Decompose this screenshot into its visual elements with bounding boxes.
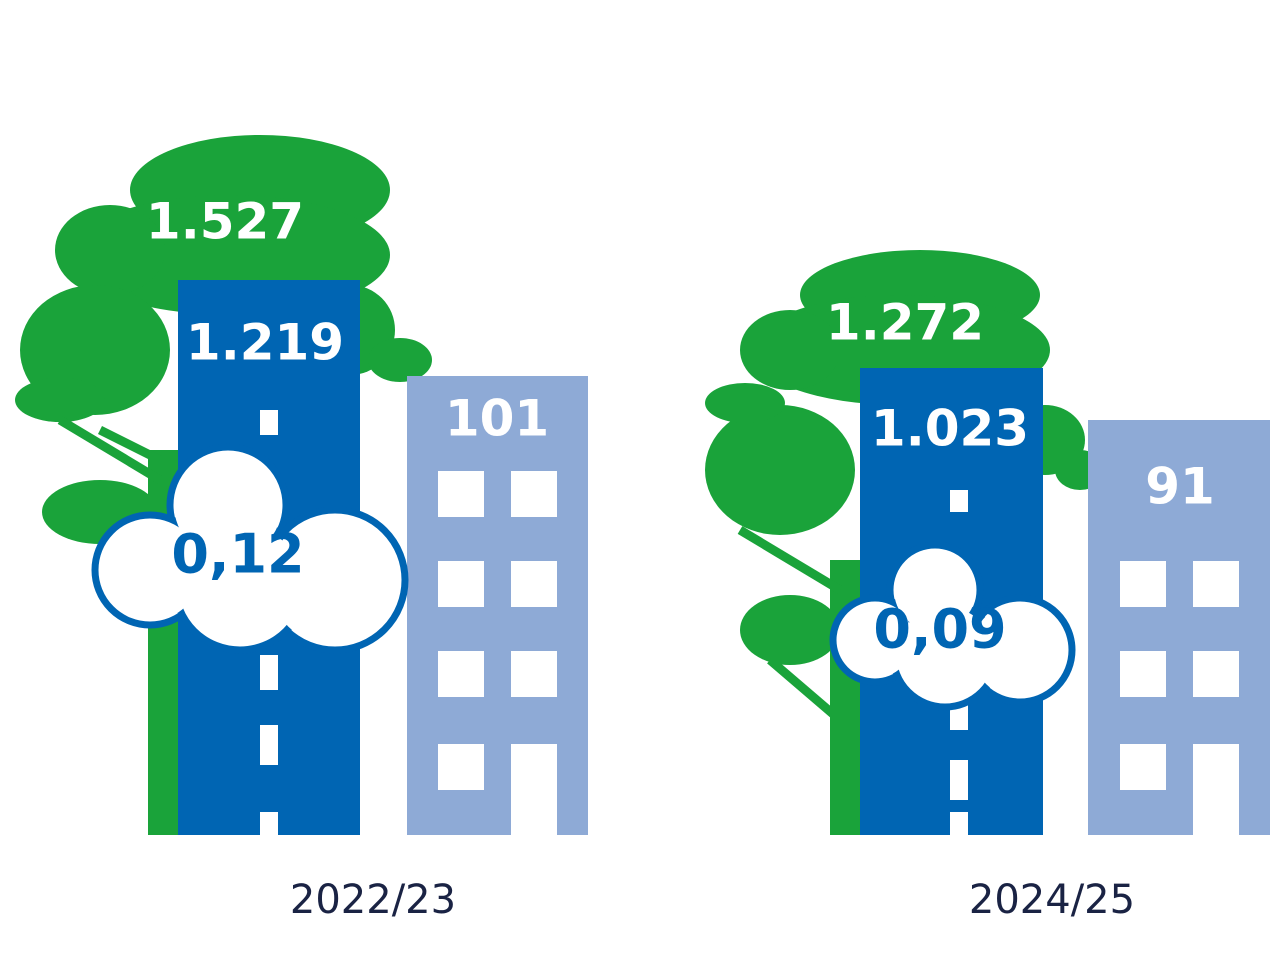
road-value: 1.219 <box>186 314 344 372</box>
road-marking <box>260 410 278 835</box>
tree-value: 1.527 <box>146 193 304 251</box>
building-value: 101 <box>445 390 549 448</box>
cloud <box>91 443 409 654</box>
cloud <box>829 541 1076 711</box>
building <box>407 376 588 835</box>
road-value: 1.023 <box>871 400 1029 458</box>
windows <box>1120 561 1239 835</box>
year-label: 2024/25 <box>969 877 1135 923</box>
year-label: 2022/23 <box>290 877 456 923</box>
building <box>1088 420 1270 835</box>
tree-value: 1.272 <box>826 294 984 352</box>
cloud-value: 0,12 <box>171 523 304 586</box>
building-value: 91 <box>1145 458 1215 516</box>
windows <box>438 471 557 835</box>
cloud-value: 0,09 <box>873 598 1006 661</box>
road-marking <box>950 490 968 835</box>
